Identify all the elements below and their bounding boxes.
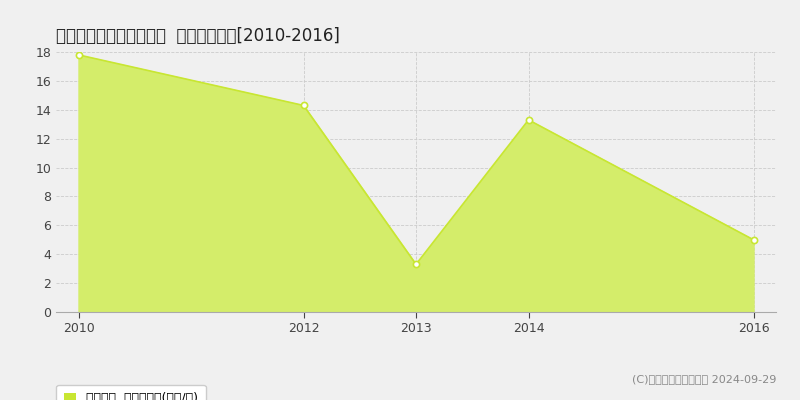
Point <box>297 102 310 109</box>
Text: 隠岐郡隠岐の島町城北町  住宅価格推移[2010-2016]: 隠岐郡隠岐の島町城北町 住宅価格推移[2010-2016] <box>56 27 340 45</box>
Point <box>522 117 535 123</box>
Text: (C)土地価格ドットコム 2024-09-29: (C)土地価格ドットコム 2024-09-29 <box>632 374 776 384</box>
Point <box>72 52 85 58</box>
Point <box>410 261 422 268</box>
Legend: 住宅価格  平均坪単価(万円/坪): 住宅価格 平均坪単価(万円/坪) <box>56 385 206 400</box>
Point <box>747 236 760 243</box>
